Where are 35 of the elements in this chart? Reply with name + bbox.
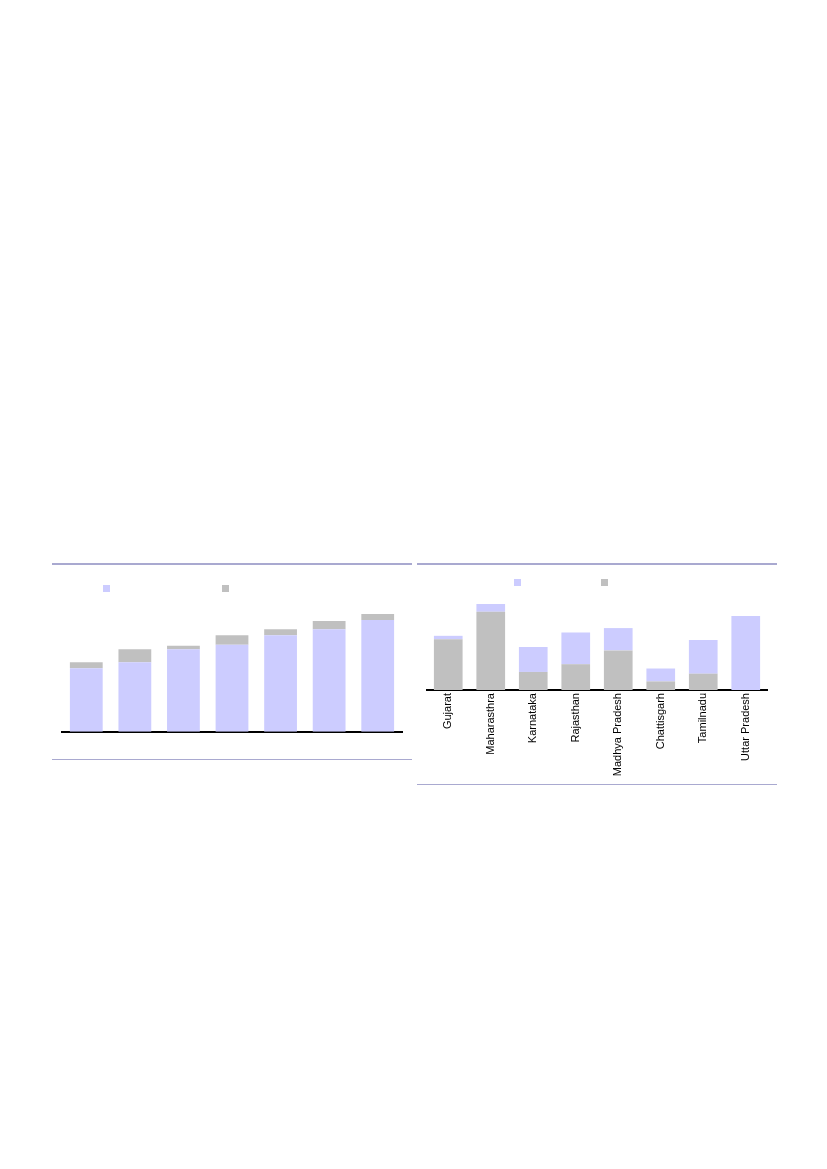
bar <box>646 681 676 690</box>
x-tick-label: Karnataka <box>526 692 539 744</box>
bar <box>518 647 548 672</box>
bar <box>603 628 633 651</box>
bar <box>264 629 297 636</box>
x-tick-label: Tamilnadu <box>696 693 709 744</box>
x-tick-label: Madhya Pradesh <box>611 693 624 777</box>
bar <box>215 644 249 732</box>
bar <box>688 640 718 674</box>
bar <box>361 619 395 732</box>
bar <box>69 668 103 732</box>
bar <box>312 621 346 630</box>
bar <box>603 650 633 690</box>
bar <box>561 664 591 690</box>
bar <box>167 649 200 732</box>
x-tick-label: Gujarat <box>441 693 454 730</box>
bar <box>646 668 676 682</box>
bar <box>69 662 103 669</box>
bar <box>312 629 346 732</box>
bar <box>518 671 548 690</box>
bar <box>476 611 506 690</box>
bar <box>264 635 297 732</box>
x-tick-label: Rajasthan <box>568 693 581 743</box>
bar <box>476 604 506 612</box>
x-tick-label: Uttar Pradesh <box>738 693 751 761</box>
x-tick-label: Maharasthra <box>483 692 496 755</box>
bar <box>215 635 249 645</box>
x-tick-label: Chattisgarh <box>653 693 666 750</box>
bar <box>561 632 591 665</box>
bar <box>361 614 395 620</box>
bar <box>433 639 463 690</box>
bar <box>118 649 152 663</box>
bar <box>118 662 152 732</box>
bar <box>688 673 718 690</box>
bar <box>731 616 761 690</box>
